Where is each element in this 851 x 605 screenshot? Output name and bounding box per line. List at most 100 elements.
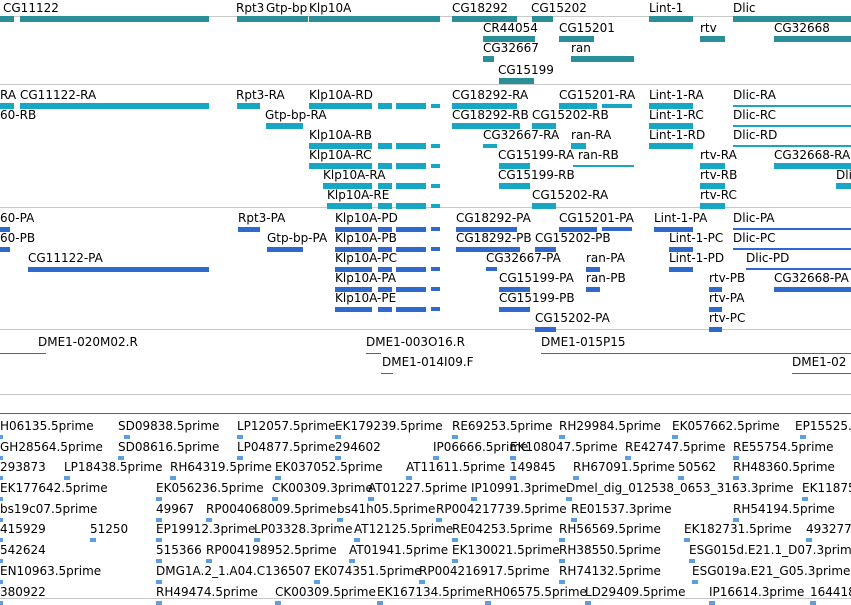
feature-glyph[interactable] xyxy=(378,183,392,189)
feature-glyph[interactable] xyxy=(571,518,577,522)
feature-glyph[interactable] xyxy=(649,123,693,129)
feature-label[interactable]: Gtp-bp-RA xyxy=(265,108,327,122)
feature-glyph[interactable] xyxy=(535,326,556,332)
feature-glyph[interactable] xyxy=(571,56,634,62)
feature-glyph[interactable] xyxy=(709,326,722,332)
feature-label[interactable]: 515366 xyxy=(156,543,202,557)
feature-glyph[interactable] xyxy=(237,456,243,460)
feature-label[interactable]: EK182731.5prime xyxy=(684,522,792,536)
feature-label[interactable]: Lint-1 xyxy=(649,1,684,15)
feature-glyph[interactable] xyxy=(431,104,440,108)
feature-glyph[interactable] xyxy=(406,476,412,480)
feature-glyph[interactable] xyxy=(90,538,96,542)
feature-glyph[interactable] xyxy=(156,601,162,605)
feature-label[interactable]: EK108047.5prime xyxy=(510,440,618,454)
feature-glyph[interactable] xyxy=(309,143,372,149)
feature-label[interactable]: Klp10A-PE xyxy=(335,291,397,305)
feature-glyph[interactable] xyxy=(354,538,360,542)
feature-label[interactable]: DME1-014I09.F xyxy=(382,355,474,369)
feature-label[interactable]: 49967 xyxy=(156,502,195,516)
feature-label[interactable]: ESG015d.E21.1_D07.3prime xyxy=(689,543,851,557)
feature-label[interactable]: SD09838.5prime xyxy=(118,419,220,433)
feature-glyph[interactable] xyxy=(272,497,278,501)
feature-label[interactable]: Klp10A-PD xyxy=(335,211,398,225)
feature-glyph[interactable] xyxy=(678,476,684,480)
feature-label[interactable]: CG15202 xyxy=(531,1,587,15)
feature-glyph[interactable] xyxy=(649,143,693,149)
feature-label[interactable]: CG18292-PB xyxy=(456,231,532,245)
feature-label[interactable]: CG18292-RB xyxy=(452,108,529,122)
feature-label[interactable]: EP19912.3prime xyxy=(156,522,256,536)
feature-glyph[interactable] xyxy=(238,226,260,232)
feature-label[interactable]: ran-RA xyxy=(571,128,612,142)
feature-label[interactable]: 415929 xyxy=(0,522,46,536)
feature-label[interactable]: rtv-RB xyxy=(700,168,738,182)
feature-glyph[interactable] xyxy=(265,16,308,22)
feature-glyph[interactable] xyxy=(456,226,517,232)
feature-label[interactable]: Lint-1-PA xyxy=(654,211,708,225)
feature-glyph[interactable] xyxy=(733,248,851,250)
feature-glyph[interactable] xyxy=(431,247,440,251)
feature-label[interactable]: Rpt3-PA xyxy=(238,211,286,225)
feature-label[interactable]: AT01227.5prime xyxy=(368,481,468,495)
feature-label[interactable]: RP004217739.5prime xyxy=(436,502,567,516)
feature-glyph[interactable] xyxy=(0,538,3,542)
feature-glyph[interactable] xyxy=(20,103,209,109)
feature-glyph[interactable] xyxy=(806,538,812,542)
feature-glyph[interactable] xyxy=(431,227,440,231)
feature-label[interactable]: SD08616.5prime xyxy=(118,440,220,454)
feature-glyph[interactable] xyxy=(335,266,372,272)
feature-glyph[interactable] xyxy=(733,228,851,230)
feature-glyph[interactable] xyxy=(237,103,260,109)
feature-label[interactable]: EK167134.5prime xyxy=(377,585,485,599)
feature-label[interactable]: Dlic-RD xyxy=(733,128,778,142)
feature-glyph[interactable] xyxy=(20,16,209,22)
feature-glyph[interactable] xyxy=(586,266,600,272)
feature-label[interactable]: DME1-003O16.R xyxy=(366,335,465,349)
feature-glyph[interactable] xyxy=(206,559,212,563)
feature-label[interactable]: CG15201-PA xyxy=(559,211,634,225)
feature-glyph[interactable] xyxy=(733,16,851,22)
feature-glyph[interactable] xyxy=(431,267,440,271)
feature-glyph[interactable] xyxy=(452,123,520,129)
feature-label[interactable]: CG11122-RA xyxy=(20,88,97,102)
feature-label[interactable]: CG18292 xyxy=(452,1,508,15)
feature-glyph[interactable] xyxy=(452,16,517,22)
feature-glyph[interactable] xyxy=(499,78,534,84)
feature-label[interactable]: 493277 xyxy=(806,522,851,536)
feature-glyph[interactable] xyxy=(0,559,3,563)
feature-label[interactable]: CR44054 xyxy=(483,21,538,35)
feature-glyph[interactable] xyxy=(124,435,130,439)
feature-glyph[interactable] xyxy=(669,266,693,272)
feature-label[interactable]: DME1-015P15 xyxy=(541,335,626,349)
feature-label[interactable]: IP16614.3prime xyxy=(709,585,805,599)
feature-glyph[interactable] xyxy=(396,203,426,209)
feature-label[interactable]: CG15202-RA xyxy=(532,188,609,202)
feature-glyph[interactable] xyxy=(0,476,3,480)
feature-glyph[interactable] xyxy=(335,456,341,460)
feature-label[interactable]: rtv-RA xyxy=(700,148,737,162)
feature-label[interactable]: CG32668 xyxy=(774,21,830,35)
feature-glyph[interactable] xyxy=(396,226,426,232)
feature-label[interactable]: ESG019a.E21_G05.3prime xyxy=(692,564,851,578)
feature-glyph[interactable] xyxy=(275,601,281,605)
feature-glyph[interactable] xyxy=(792,372,851,374)
feature-glyph[interactable] xyxy=(483,144,497,148)
feature-label[interactable]: RH29984.5prime xyxy=(559,419,661,433)
feature-label[interactable]: rtv-PA xyxy=(709,291,745,305)
feature-label[interactable]: RE04253.5prime xyxy=(452,522,553,536)
feature-label[interactable]: CG32668-RA xyxy=(774,148,851,162)
feature-label[interactable]: Klp10A-PB xyxy=(335,231,397,245)
feature-label[interactable]: RH74132.5prime xyxy=(559,564,661,578)
feature-label[interactable]: RE42747.5prime xyxy=(625,440,726,454)
feature-glyph[interactable] xyxy=(499,183,530,189)
feature-label[interactable]: RE01537.3prime xyxy=(571,502,672,516)
feature-glyph[interactable] xyxy=(28,266,209,272)
feature-glyph[interactable] xyxy=(156,580,162,584)
feature-label[interactable]: DMG1A.2_1.A04.C136507 xyxy=(156,564,311,578)
feature-label[interactable]: Lint-1-RC xyxy=(649,108,704,122)
feature-glyph[interactable] xyxy=(396,163,426,169)
feature-glyph[interactable] xyxy=(689,559,695,563)
feature-glyph[interactable] xyxy=(571,143,586,149)
feature-glyph[interactable] xyxy=(378,163,392,169)
